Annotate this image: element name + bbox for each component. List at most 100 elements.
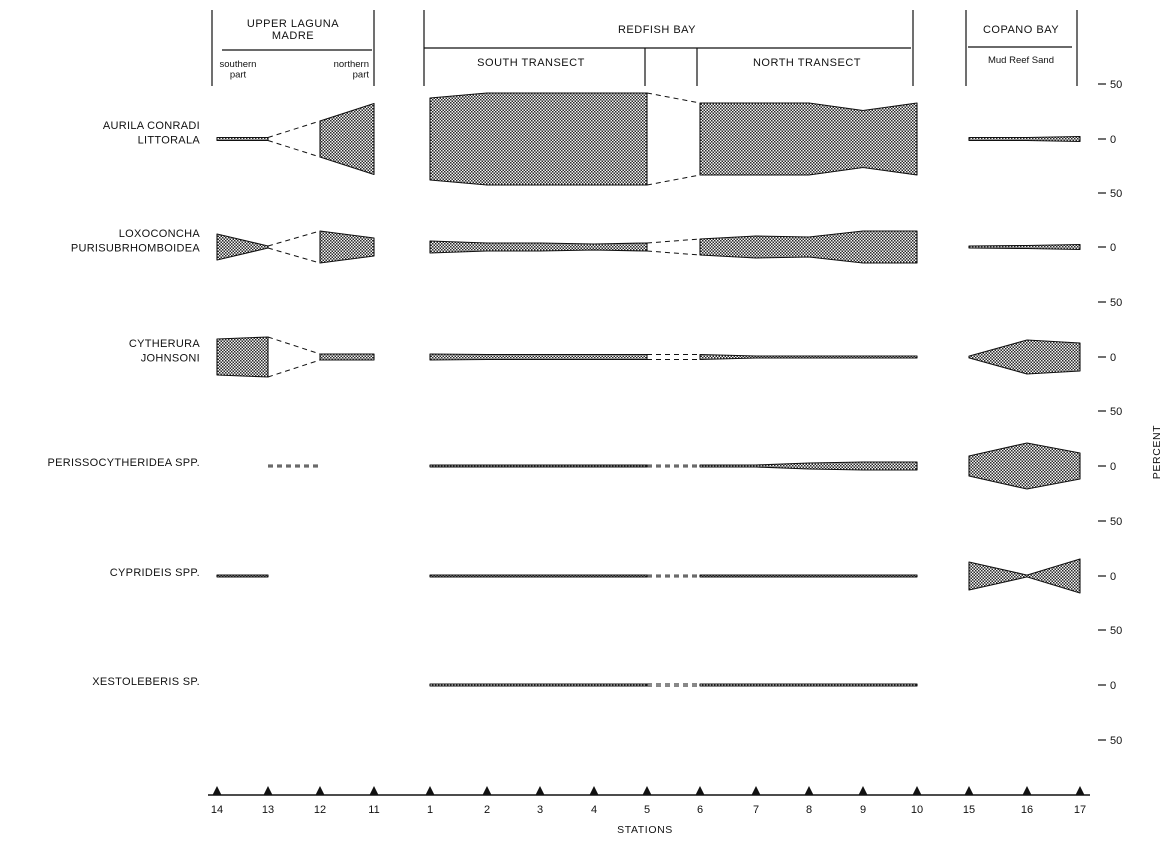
kite-segment <box>699 461 918 471</box>
kite-segment <box>699 230 918 264</box>
station-label: 10 <box>911 804 923 816</box>
station-label: 4 <box>591 804 597 816</box>
station-marker <box>858 786 868 795</box>
kite-diagrams <box>216 92 1081 687</box>
scale-tick-label: 50 <box>1110 735 1122 747</box>
species-labels: AURILA CONRADI LITTORALA LOXOCONCHA PURISUB… <box>47 120 200 688</box>
header-south-transect: SOUTH TRANSECT <box>477 57 585 69</box>
header-frames <box>211 10 1078 86</box>
kite-connector <box>267 230 321 247</box>
kite-segment <box>968 558 1081 594</box>
kite-segment <box>216 233 269 261</box>
kite-segment <box>968 339 1081 375</box>
kite-connector <box>267 120 321 138</box>
station-marker <box>589 786 599 795</box>
scale-tick-label: 0 <box>1110 134 1116 146</box>
station-label: 5 <box>644 804 650 816</box>
kite-segment <box>216 336 269 378</box>
kite-segment <box>968 135 1081 143</box>
kite-connector <box>267 140 321 158</box>
station-marker <box>535 786 545 795</box>
station-label: 14 <box>211 804 223 816</box>
species-label: XESTOLEBERIS SP. <box>92 676 200 688</box>
header-southern-part: southern part <box>220 59 257 80</box>
station-label: 7 <box>753 804 759 816</box>
station-label: 1 <box>427 804 433 816</box>
station-label: 15 <box>963 804 975 816</box>
header-redfish-bay: REDFISH BAY <box>618 24 696 36</box>
station-marker <box>1075 786 1085 795</box>
scale-tick-label: 0 <box>1110 461 1116 473</box>
kite-connector <box>267 247 321 264</box>
station-marker <box>642 786 652 795</box>
y-axis-title: PERCENT <box>1151 425 1163 479</box>
kite-segment <box>699 102 918 176</box>
scale-tick-label: 0 <box>1110 352 1116 364</box>
station-marker <box>751 786 761 795</box>
station-label: 9 <box>860 804 866 816</box>
header-north-transect: NORTH TRANSECT <box>753 57 861 69</box>
station-label: 11 <box>368 804 379 816</box>
kite-segment <box>699 574 918 578</box>
species-label: CYTHERURA JOHNSONI <box>129 338 201 364</box>
kite-segment <box>429 92 648 186</box>
station-label: 16 <box>1021 804 1033 816</box>
station-label: 2 <box>484 804 490 816</box>
station-marker <box>212 786 222 795</box>
kite-segment <box>429 353 648 361</box>
station-label: 17 <box>1074 804 1086 816</box>
scale-tick-label: 50 <box>1110 79 1122 91</box>
scale-tick-label: 50 <box>1110 625 1122 637</box>
station-label: 6 <box>697 804 703 816</box>
kite-connector <box>646 92 701 104</box>
species-label: AURILA CONRADI LITTORALA <box>103 120 200 146</box>
scale-tick-label: 0 <box>1110 680 1116 692</box>
kite-segment <box>319 102 375 176</box>
kite-segment <box>216 574 269 578</box>
scale-tick-label: 0 <box>1110 242 1116 254</box>
station-axis: 14 13 12 11 1 2 3 4 5 6 7 8 9 10 15 16 17 <box>211 786 1086 816</box>
header-copano-bay: COPANO BAY <box>983 24 1059 36</box>
scale-tick-label: 50 <box>1110 516 1122 528</box>
station-marker <box>1022 786 1032 795</box>
species-label: PERISSOCYTHERIDEA SPP. <box>47 457 200 469</box>
percent-scale: 50 0 50 0 50 0 50 0 50 0 50 0 50 <box>1098 79 1122 747</box>
station-label: 13 <box>262 804 274 816</box>
scale-tick-label: 0 <box>1110 571 1116 583</box>
station-marker <box>263 786 273 795</box>
kite-segment <box>429 683 648 687</box>
header-copano-substrates: Mud Reef Sand <box>988 55 1054 66</box>
station-marker <box>695 786 705 795</box>
station-marker <box>964 786 974 795</box>
station-marker <box>804 786 814 795</box>
header-upper-laguna-madre: UPPER LAGUNA MADRE <box>247 18 339 42</box>
kite-segment <box>429 240 648 254</box>
scale-tick-label: 50 <box>1110 297 1122 309</box>
station-marker <box>315 786 325 795</box>
species-label: CYPRIDEIS SPP. <box>110 567 200 579</box>
station-marker <box>425 786 435 795</box>
kite-segment <box>216 136 269 142</box>
kite-connector <box>646 250 701 256</box>
kite-connector <box>646 174 701 186</box>
kite-segment <box>319 230 375 264</box>
kite-segment <box>699 683 918 687</box>
kite-connector <box>267 359 321 378</box>
station-marker <box>369 786 379 795</box>
kite-segment <box>968 442 1081 490</box>
station-marker <box>482 786 492 795</box>
kite-segment <box>429 574 648 578</box>
scale-tick-label: 50 <box>1110 188 1122 200</box>
x-axis-title: STATIONS <box>617 824 673 836</box>
station-marker <box>912 786 922 795</box>
station-label: 12 <box>314 804 326 816</box>
kite-connector <box>267 336 321 355</box>
kite-segment <box>699 353 918 361</box>
scale-tick-label: 50 <box>1110 406 1122 418</box>
station-label: 3 <box>537 804 543 816</box>
kite-segment <box>968 243 1081 251</box>
kite-segment <box>319 353 375 361</box>
station-label: 8 <box>806 804 812 816</box>
header-northern-part: northern part <box>334 59 370 80</box>
